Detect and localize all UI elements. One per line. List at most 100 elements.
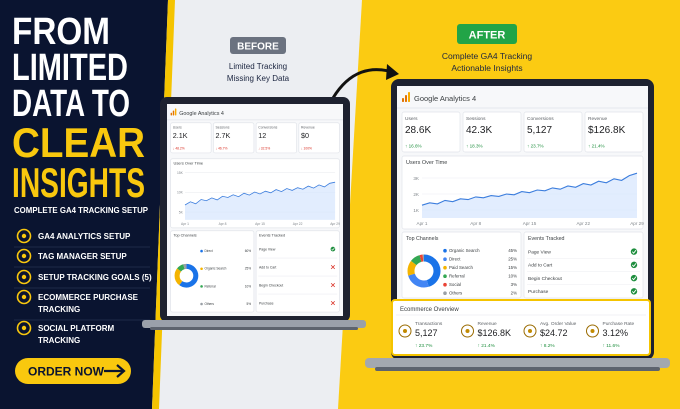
metric-delta: ↓ 48.2% bbox=[173, 147, 185, 151]
headline-line: LIMITED bbox=[12, 47, 128, 89]
legend-name: Paid Search bbox=[449, 265, 473, 270]
feature-icon bbox=[16, 228, 32, 244]
logo-bar bbox=[174, 108, 177, 116]
metric-value: 12 bbox=[258, 131, 266, 140]
legend-value: 25% bbox=[245, 267, 252, 271]
event-cross bbox=[330, 300, 336, 306]
legend-name: Referral bbox=[449, 274, 465, 279]
legend-dot bbox=[443, 291, 447, 296]
metric-delta: ↓ 32.5% bbox=[258, 147, 270, 151]
legend-dot bbox=[200, 249, 203, 253]
ecommerce-icon-dot bbox=[465, 329, 470, 333]
legend-value: 2% bbox=[511, 291, 517, 296]
ecommerce-value: 5,127 bbox=[415, 328, 438, 338]
y-tick-label: 3K bbox=[413, 176, 420, 181]
ecommerce-delta: ↑ 8.2% bbox=[540, 343, 555, 349]
event-name: Page View bbox=[259, 247, 276, 251]
event-cross bbox=[330, 282, 336, 288]
y-tick-label: 15K bbox=[177, 171, 184, 175]
legend-value: 15% bbox=[508, 265, 517, 270]
legend-name: Organic Search bbox=[449, 248, 480, 253]
ecommerce-icon-dot bbox=[403, 329, 407, 333]
ecommerce-delta: ↑ 21.4% bbox=[478, 343, 496, 349]
logo-bar bbox=[170, 112, 173, 116]
legend-name: Organic Search bbox=[204, 267, 226, 271]
dashboard: Google Analytics 4 Users 2.1K ↓ 48.2% Sessio… bbox=[167, 108, 343, 313]
arrow-head bbox=[386, 64, 399, 80]
legend-name: Direct bbox=[204, 249, 212, 253]
metric-value: 28.6K bbox=[405, 125, 431, 136]
metric-label: Sessions bbox=[466, 116, 486, 122]
logo-bar bbox=[405, 95, 407, 102]
donut-segment bbox=[407, 254, 441, 288]
headline-highlight: CLEAR bbox=[12, 119, 145, 166]
line bbox=[184, 181, 336, 206]
after-badge bbox=[457, 24, 517, 44]
before-badge bbox=[230, 37, 286, 54]
x-tick-label: Apr 15 bbox=[523, 221, 537, 226]
button-arrow bbox=[104, 364, 126, 378]
chart-title: Users Over Time bbox=[173, 160, 203, 165]
before-caption: Missing Key Data bbox=[227, 74, 290, 83]
metric-label: Sessions bbox=[216, 125, 230, 129]
card bbox=[462, 111, 522, 153]
laptop-base bbox=[142, 320, 366, 328]
card bbox=[170, 122, 212, 154]
metric-value: 42.3K bbox=[466, 125, 492, 136]
before-caption: Limited Tracking bbox=[229, 62, 287, 71]
x-tick-label: Apr 1 bbox=[417, 221, 428, 226]
order-button-label: ORDER NOW bbox=[28, 365, 105, 379]
ecommerce-value: $126.8K bbox=[478, 328, 512, 338]
metric-value: 2.7K bbox=[216, 131, 231, 140]
transition-arrow bbox=[331, 68, 393, 99]
x-tick-label: Apr 15 bbox=[255, 222, 265, 226]
feature-icon bbox=[16, 320, 32, 336]
event-name: Purchase bbox=[259, 301, 274, 305]
laptop-base-edge bbox=[150, 327, 358, 330]
metric-delta: ↑ 16.6% bbox=[405, 144, 422, 149]
metric-label: Users bbox=[173, 125, 182, 129]
legend-name: Direct bbox=[449, 257, 461, 262]
laptop-base-edge bbox=[375, 367, 660, 371]
card bbox=[584, 111, 644, 153]
card bbox=[170, 230, 255, 313]
subheadline: COMPLETE GA4 TRACKING SETUP bbox=[14, 205, 148, 215]
card bbox=[255, 230, 340, 313]
event-check bbox=[631, 289, 637, 294]
event-status bbox=[630, 248, 638, 255]
ecommerce-value: 3.12% bbox=[603, 328, 629, 338]
order-button bbox=[15, 358, 131, 384]
ecommerce-label: Purchase Rate bbox=[603, 321, 635, 327]
event-name: Add to Cart bbox=[259, 265, 276, 269]
event-cross bbox=[330, 264, 336, 270]
app-title: Google Analytics 4 bbox=[179, 111, 224, 117]
ecommerce-icon bbox=[586, 324, 599, 338]
x-tick-label: Apr 22 bbox=[293, 222, 303, 226]
ecommerce-icon-dot bbox=[528, 329, 532, 333]
event-name: Begin Checkout bbox=[259, 283, 283, 287]
feature-icon bbox=[16, 289, 32, 305]
ecommerce-title: Ecommerce Overview bbox=[400, 307, 459, 313]
ecommerce-value: $24.72 bbox=[540, 328, 568, 338]
chart-title: Users Over Time bbox=[406, 160, 447, 166]
logo-bar bbox=[172, 110, 175, 116]
after-caption: Complete GA4 Tracking bbox=[442, 51, 533, 61]
card bbox=[401, 111, 461, 153]
legend-value: 45% bbox=[508, 248, 517, 253]
x-tick-label: Apr 29 bbox=[630, 221, 644, 226]
ecommerce-label: Transactions bbox=[415, 321, 443, 327]
ecommerce-icon-dot bbox=[590, 329, 595, 333]
legend-dot bbox=[443, 274, 447, 279]
logo-bar bbox=[402, 98, 404, 102]
card-title: Top Channels bbox=[173, 233, 196, 237]
ecommerce-card bbox=[391, 299, 651, 356]
donut-segment bbox=[407, 254, 441, 288]
event-status bbox=[330, 246, 336, 252]
headline-line: DATA TO bbox=[12, 83, 130, 125]
feature-label: TAG MANAGER SETUP bbox=[38, 252, 127, 261]
legend-value: 10% bbox=[508, 274, 517, 279]
event-check bbox=[331, 247, 335, 251]
y-tick-label: 5K bbox=[179, 210, 184, 214]
line bbox=[421, 172, 638, 206]
